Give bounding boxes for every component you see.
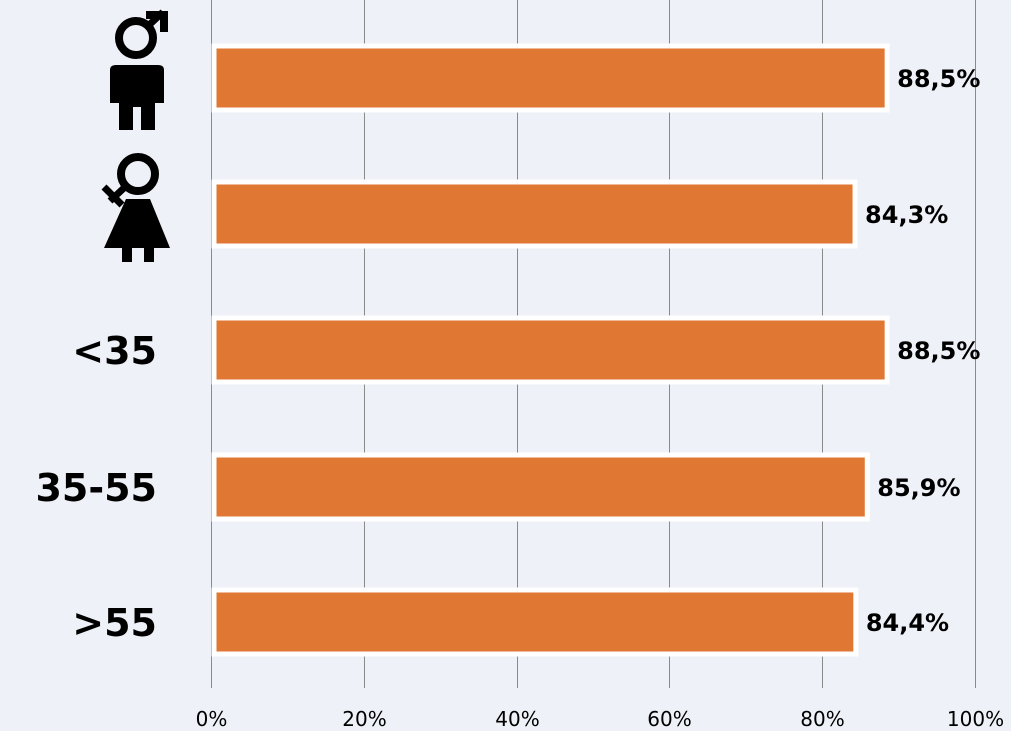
bar (211, 452, 870, 522)
bar (211, 315, 890, 385)
data-label: 84,3% (865, 201, 948, 229)
bar (211, 587, 859, 657)
bar (211, 43, 890, 113)
bar (211, 179, 858, 249)
male-person-icon (110, 9, 168, 130)
data-label: 84,4% (866, 609, 949, 637)
data-label: 88,5% (897, 337, 980, 365)
female-person-icon (101, 153, 170, 262)
category-label: 35-55 (35, 466, 157, 510)
data-label: 85,9% (877, 474, 960, 502)
x-tick-label: 0% (196, 707, 228, 731)
x-axis-tick-labels: 0% 20% 40% 60% 80% 100% (196, 707, 1004, 731)
category-label: <35 (72, 329, 157, 373)
bars (211, 43, 890, 657)
x-tick-label: 20% (342, 707, 386, 731)
x-tick-label: 60% (647, 707, 691, 731)
x-tick-label: 100% (947, 707, 1004, 731)
category-label: >55 (72, 601, 157, 645)
category-labels: <35 35-55 >55 (35, 9, 170, 645)
x-tick-label: 40% (495, 707, 539, 731)
data-label: 88,5% (897, 65, 980, 93)
x-tick-label: 80% (800, 707, 844, 731)
value-labels: 88,5% 84,3% 88,5% 85,9% 84,4% (865, 65, 980, 637)
